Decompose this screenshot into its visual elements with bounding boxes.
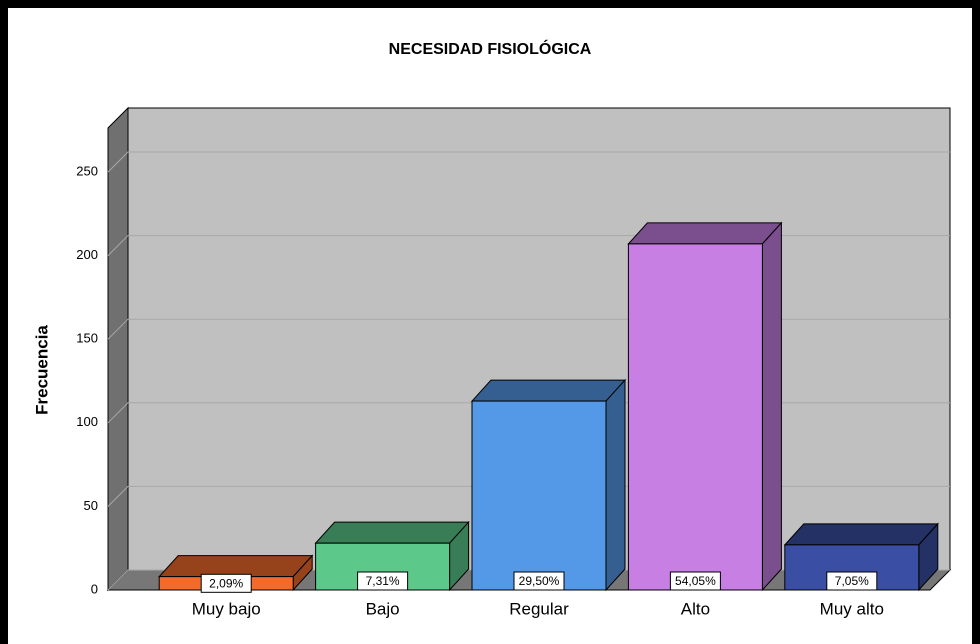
value-label-box: [200, 573, 252, 593]
x-tick-label: Alto: [681, 599, 710, 618]
bar: [627, 243, 763, 591]
grid-line: [107, 151, 950, 173]
value-label-box: [826, 571, 878, 591]
value-label-box: [669, 571, 721, 591]
x-tick-label: Muy bajo: [192, 599, 261, 618]
left-wall: [107, 106, 129, 592]
y-tick-label: 250: [76, 163, 98, 178]
bar: [471, 400, 607, 591]
x-tick-label: Bajo: [366, 599, 400, 618]
x-tick-label: Regular: [509, 599, 569, 618]
value-label: 29,50%: [519, 574, 560, 588]
value-label-box: [357, 571, 409, 591]
y-tick-label: 100: [76, 414, 98, 429]
bar-side: [761, 221, 782, 592]
y-axis-title: Frecuencia: [32, 325, 51, 415]
value-label: 54,05%: [675, 574, 716, 588]
bar-top: [158, 555, 314, 578]
bar-top: [783, 523, 939, 546]
value-label: 7,05%: [835, 574, 869, 588]
y-tick-label: 50: [84, 498, 98, 513]
chart-title: NECESIDAD FISIOLÓGICA: [389, 39, 592, 58]
x-tick-label: Muy alto: [820, 599, 884, 618]
bar-side: [605, 378, 626, 592]
value-label-box: [513, 571, 565, 591]
value-label: 2,09%: [209, 576, 243, 590]
y-tick-label: 200: [76, 247, 98, 262]
y-tick-label: 0: [91, 581, 98, 596]
y-tick-label: 150: [76, 331, 98, 346]
bar-top: [470, 379, 627, 402]
bar-top: [627, 222, 783, 245]
bar-top: [314, 521, 470, 544]
value-label: 7,31%: [366, 574, 400, 588]
